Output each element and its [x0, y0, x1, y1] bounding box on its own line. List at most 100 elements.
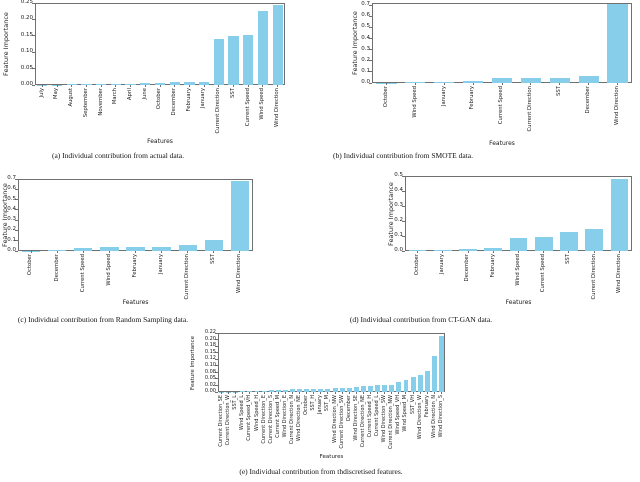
y-tick-mark: [402, 235, 405, 237]
x-tick-label: Current Speed_H: [367, 395, 374, 438]
x-tick-mark: [433, 392, 435, 394]
bar-sst: [228, 36, 239, 85]
y-tick-label: 0.3: [7, 216, 16, 223]
bar-wind-direction: [610, 179, 629, 251]
x-tick-mark: [277, 85, 279, 87]
y-tick-mark: [369, 82, 372, 84]
bar-october: [304, 389, 310, 392]
x-axis-label-a: Features: [147, 138, 173, 145]
x-tick-label: Wind Speed_L: [239, 395, 246, 431]
x-axis-label-d: Features: [505, 299, 532, 306]
caption-c: (c) Individual contribution from Random …: [17, 315, 189, 324]
bar-current-direction: [178, 244, 197, 251]
y-tick-mark: [32, 51, 35, 53]
x-tick-mark: [472, 83, 474, 85]
bar-february: [484, 247, 503, 251]
x-tick-label: Wind Speed_H: [253, 395, 260, 432]
y-tick-mark: [215, 358, 218, 360]
bar-current-direction-e: [261, 390, 267, 392]
x-tick-label: Current Direction_N: [288, 395, 295, 445]
y-tick-label: 0.1: [361, 67, 370, 74]
x-tick-mark: [115, 85, 117, 87]
y-tick-mark: [369, 15, 372, 17]
caption-d: (d) Individual contribution from CT-GAN …: [349, 315, 493, 324]
bar-december: [346, 387, 352, 392]
x-tick-mark: [530, 83, 532, 85]
x-tick-mark: [426, 392, 428, 394]
bar-wind-speed-vh: [396, 382, 402, 392]
bar-current-direction: [520, 78, 541, 83]
bar-wind-speed-h: [254, 390, 260, 392]
x-tick-mark: [100, 85, 102, 87]
y-tick-label: 0.18: [204, 342, 216, 349]
y-tick-mark: [369, 49, 372, 51]
caption-a: (a) Individual contribution from actual …: [51, 151, 185, 160]
x-tick-label: Wind Speed_M: [402, 395, 409, 432]
x-tick-mark: [384, 392, 386, 394]
y-tick-label: 0.0: [394, 246, 403, 253]
y-tick-label: 0.3: [361, 45, 370, 52]
bar-september: [81, 84, 92, 85]
y-tick-mark: [215, 384, 218, 386]
x-tick-mark: [362, 392, 364, 394]
caption-e: (e) Individual contribution from thdiscr…: [239, 467, 403, 476]
x-tick-label: Current Speed_VH: [246, 395, 253, 441]
bar-sst: [560, 232, 578, 251]
bar-current-direction-se: [219, 391, 225, 392]
x-tick-mark: [385, 83, 387, 85]
x-tick-mark: [492, 251, 494, 253]
bar-october: [408, 250, 427, 251]
x-tick-mark: [56, 251, 58, 253]
x-tick-mark: [242, 392, 244, 394]
x-tick-mark: [262, 85, 264, 87]
bar-wind-direction: [230, 181, 250, 251]
bar-january: [198, 81, 210, 85]
bar-may: [51, 84, 63, 85]
x-tick-mark: [159, 85, 161, 87]
x-tick-label: Current Speed_L: [374, 395, 381, 437]
bar-current-direction-w: [226, 391, 232, 392]
bar-december: [459, 248, 477, 251]
x-tick-label: October: [303, 395, 310, 416]
y-tick-mark: [369, 60, 372, 62]
x-tick-mark: [203, 85, 205, 87]
bar-wind-direction: [272, 4, 283, 85]
bar-wind-direction-sw: [382, 385, 388, 392]
bar-october: [154, 83, 166, 85]
x-tick-label: December: [345, 395, 352, 421]
y-tick-label: 0.7: [7, 174, 16, 181]
x-tick-mark: [108, 251, 110, 253]
y-tick-label: 0.20: [204, 335, 216, 342]
x-tick-mark: [568, 251, 570, 253]
bar-january: [434, 81, 455, 83]
bar-december: [48, 249, 67, 251]
bar-january: [152, 246, 171, 251]
y-tick-label: 0.5: [361, 23, 370, 30]
x-tick-mark: [85, 85, 87, 87]
bar-current-direction-sw: [339, 387, 345, 392]
x-tick-mark: [313, 392, 315, 394]
bar-current-speed-l: [375, 385, 381, 392]
x-tick-label: Wind Direction_NE: [296, 395, 303, 442]
x-tick-label: Current Direction_S: [267, 395, 274, 444]
x-tick-label: February: [423, 395, 430, 418]
x-tick-mark: [442, 251, 444, 253]
bar-october: [21, 250, 41, 251]
y-tick-label: 0.2: [394, 216, 403, 223]
bar-august: [66, 84, 77, 85]
x-tick-label: Wind Direction_S: [437, 395, 444, 438]
y-tick-mark: [15, 219, 18, 221]
x-tick-mark: [187, 251, 189, 253]
y-tick-label: 0.4: [394, 186, 403, 193]
y-tick-label: 0.1: [7, 236, 16, 243]
y-tick-label: 0.4: [7, 205, 16, 212]
x-axis-label-b: Features: [489, 140, 515, 147]
x-tick-mark: [443, 83, 445, 85]
y-tick-mark: [15, 250, 18, 252]
y-tick-label: 0.15: [204, 348, 216, 355]
bar-january: [434, 250, 452, 251]
x-tick-mark: [174, 85, 176, 87]
y-tick-label: 0.2: [361, 56, 370, 63]
